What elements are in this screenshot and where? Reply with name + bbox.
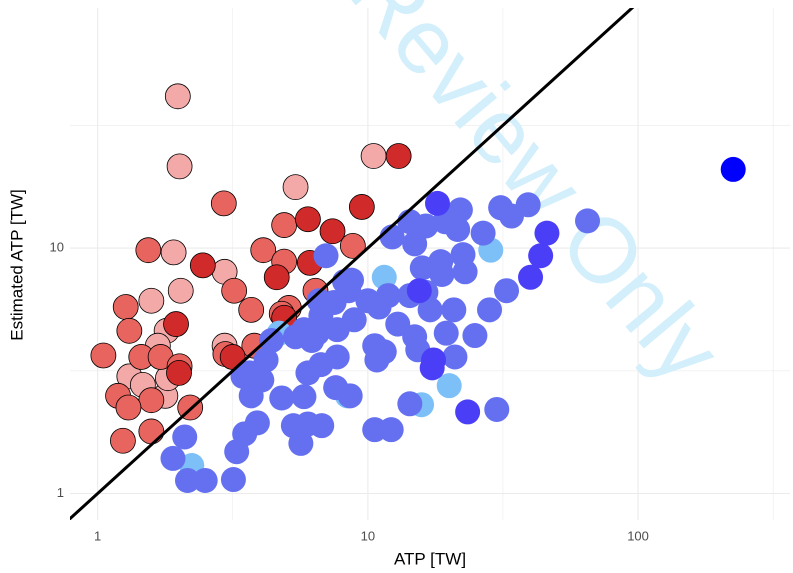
point	[371, 339, 397, 365]
point	[263, 264, 290, 291]
x-tick-label: 10	[361, 528, 375, 543]
point	[189, 252, 216, 279]
point	[308, 303, 334, 329]
point	[339, 233, 366, 259]
point	[452, 259, 478, 285]
point	[360, 143, 387, 169]
point	[295, 206, 321, 233]
ticks: 1 10 100 1 10	[50, 239, 649, 543]
point	[313, 243, 339, 269]
point	[484, 396, 510, 422]
point	[337, 383, 363, 409]
y-tick-label: 10	[50, 239, 64, 254]
point	[319, 218, 346, 245]
point	[192, 467, 218, 493]
point	[220, 467, 246, 493]
point	[163, 311, 189, 337]
point	[477, 297, 503, 323]
point	[221, 277, 248, 304]
point	[324, 317, 350, 343]
point	[378, 417, 404, 443]
point	[138, 287, 165, 314]
point	[379, 224, 405, 250]
point	[406, 278, 432, 304]
point	[166, 359, 192, 386]
point	[419, 355, 445, 381]
identity-line	[70, 8, 635, 520]
point	[355, 288, 381, 314]
point	[518, 264, 544, 290]
point	[138, 418, 165, 445]
point	[167, 277, 194, 304]
point	[436, 373, 462, 399]
point	[385, 143, 412, 169]
point	[116, 317, 143, 344]
point	[110, 427, 136, 454]
point	[238, 383, 264, 409]
point	[166, 153, 193, 180]
point	[299, 328, 325, 354]
point	[528, 243, 554, 269]
point	[348, 194, 375, 220]
point	[455, 399, 481, 425]
y-axis-title: Estimated ATP [TW]	[7, 189, 26, 340]
point	[295, 360, 321, 386]
point	[397, 391, 423, 417]
point	[172, 424, 198, 450]
x-axis-title: ATP [TW]	[394, 549, 466, 568]
point	[498, 203, 524, 229]
point	[470, 220, 496, 246]
point	[441, 297, 467, 323]
point	[409, 255, 435, 281]
point	[424, 190, 450, 216]
point	[417, 297, 443, 323]
point	[445, 216, 471, 242]
point	[160, 445, 186, 471]
y-tick-label: 1	[57, 485, 64, 500]
point	[115, 394, 142, 421]
point	[575, 208, 601, 234]
point	[135, 237, 162, 264]
point	[238, 296, 265, 323]
point	[288, 430, 314, 456]
point	[534, 220, 560, 246]
point	[138, 387, 165, 414]
point	[250, 237, 277, 264]
point	[494, 278, 520, 304]
x-tick-label: 1	[94, 528, 101, 543]
point	[339, 267, 365, 293]
point	[271, 212, 298, 238]
points	[90, 83, 746, 493]
point	[174, 467, 200, 493]
point	[224, 439, 250, 465]
point	[164, 83, 191, 110]
point	[324, 344, 350, 370]
point	[269, 385, 295, 411]
point	[112, 294, 139, 320]
point	[309, 413, 335, 439]
point	[442, 344, 468, 370]
point	[210, 190, 237, 217]
point	[160, 239, 187, 266]
reference	[70, 8, 635, 520]
point	[462, 323, 488, 349]
point	[291, 384, 317, 410]
point	[433, 320, 459, 346]
point	[429, 262, 455, 288]
point	[90, 342, 117, 369]
point	[259, 328, 285, 354]
point	[230, 363, 256, 389]
x-tick-label: 100	[627, 528, 649, 543]
point	[402, 231, 428, 257]
point	[720, 156, 746, 182]
point	[282, 174, 309, 201]
